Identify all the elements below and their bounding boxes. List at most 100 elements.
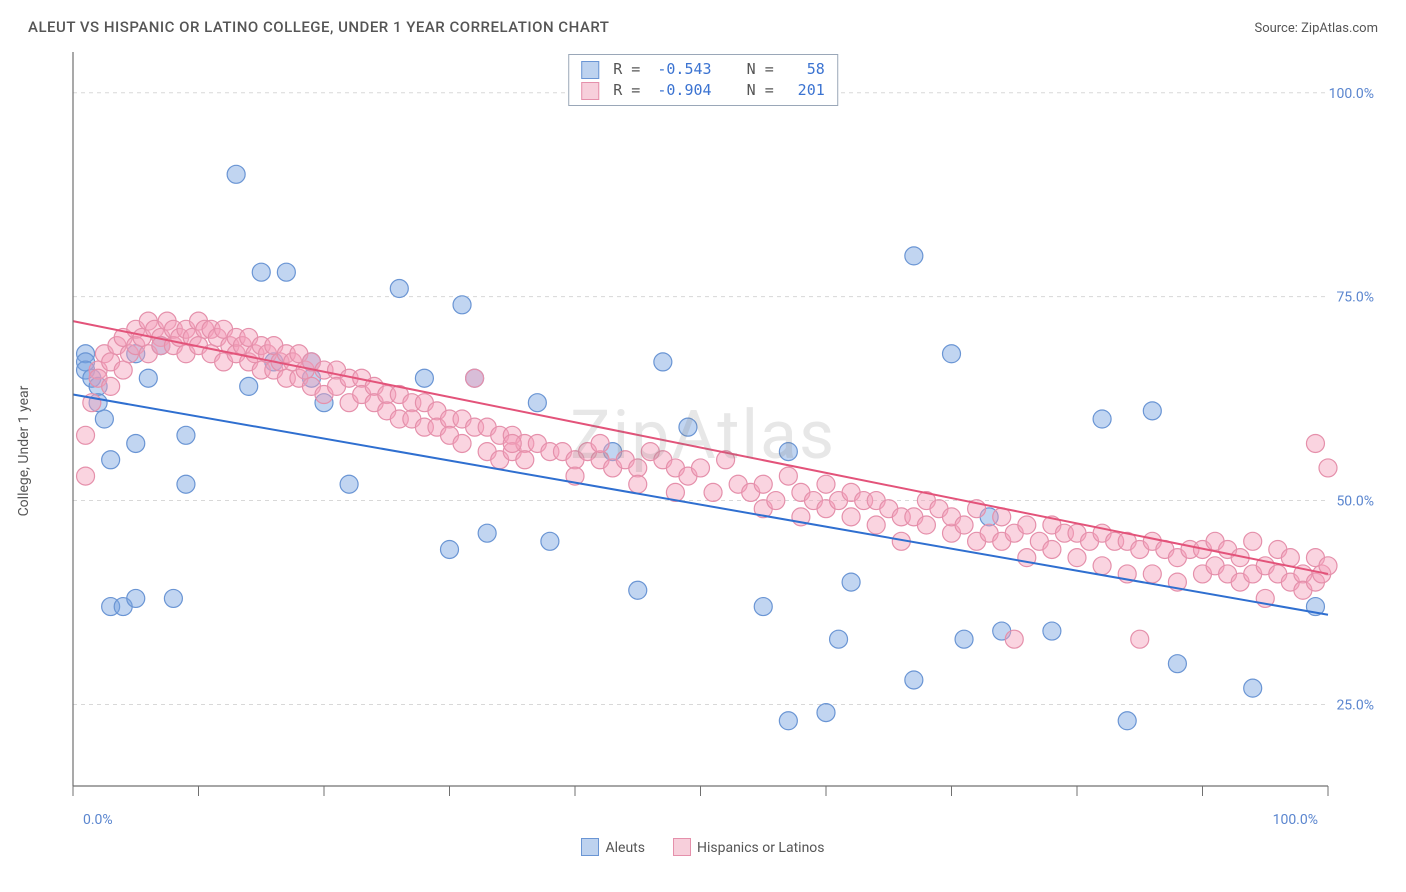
aleuts-point (478, 524, 496, 542)
aleuts-point (415, 369, 433, 387)
aleuts-n-value: 58 (791, 59, 825, 80)
aleuts-point (817, 704, 835, 722)
hispanics-point (629, 475, 647, 493)
n-label: N = (720, 80, 783, 101)
aleuts-point (905, 671, 923, 689)
hispanics-point (453, 434, 471, 452)
hispanics-point (917, 516, 935, 534)
hispanics-point (516, 451, 534, 469)
series-legend: Aleuts Hispanics or Latinos (28, 838, 1378, 856)
hispanics-point (704, 483, 722, 501)
aleuts-point (528, 394, 546, 412)
hispanics-point (114, 361, 132, 379)
hispanics-point (1068, 549, 1086, 567)
aleuts-point (277, 263, 295, 281)
chart-container: ALEUT VS HISPANIC OR LATINO COLLEGE, UND… (0, 0, 1406, 892)
aleuts-point (390, 280, 408, 298)
aleuts-point (830, 630, 848, 648)
aleuts-point (1118, 712, 1136, 730)
hispanics-point (1306, 434, 1324, 452)
y-grid-label: 50.0% (1336, 494, 1374, 510)
aleuts-point (240, 377, 258, 395)
aleuts-point (754, 598, 772, 616)
aleuts-swatch (581, 61, 599, 79)
source-prefix: Source: (1254, 21, 1301, 36)
aleuts-point (1043, 622, 1061, 640)
hispanics-swatch (581, 82, 599, 100)
hispanics-point (1005, 630, 1023, 648)
aleuts-point (1168, 655, 1186, 673)
hispanics-point (993, 508, 1011, 526)
aleuts-point (943, 345, 961, 363)
aleuts-point (127, 434, 145, 452)
aleuts-point (177, 426, 195, 444)
x-tick-label: 100.0% (1273, 812, 1318, 828)
aleuts-point (654, 353, 672, 371)
r-label: R = (613, 80, 649, 101)
aleuts-r-value: -0.543 (657, 59, 711, 80)
hispanics-point (867, 516, 885, 534)
aleuts-point (95, 410, 113, 428)
chart-area: College, Under 1 year ZipAtlas 25.0%50.0… (28, 46, 1378, 856)
hispanics-point (102, 377, 120, 395)
hispanics-point (842, 508, 860, 526)
y-grid-label: 25.0% (1336, 697, 1374, 713)
hispanics-point (767, 492, 785, 510)
header: ALEUT VS HISPANIC OR LATINO COLLEGE, UND… (28, 18, 1378, 36)
aleuts-point (139, 369, 157, 387)
aleuts-point (629, 581, 647, 599)
hispanics-point (692, 459, 710, 477)
hispanics-point (591, 434, 609, 452)
hispanics-point (779, 467, 797, 485)
hispanics-legend-label: Hispanics or Latinos (697, 840, 825, 856)
aleuts-trendline (73, 395, 1328, 615)
y-grid-label: 100.0% (1329, 86, 1374, 102)
hispanics-point (955, 516, 973, 534)
aleuts-point (227, 165, 245, 183)
aleuts-point (177, 475, 195, 493)
r-label: R = (613, 59, 649, 80)
hispanics-point (1244, 532, 1262, 550)
hispanics-point (1143, 565, 1161, 583)
chart-title: ALEUT VS HISPANIC OR LATINO COLLEGE, UND… (28, 18, 609, 36)
hispanics-point (77, 467, 95, 485)
hispanics-point (1093, 557, 1111, 575)
y-axis-label: College, Under 1 year (16, 386, 32, 517)
aleuts-point (842, 573, 860, 591)
hispanics-point (629, 459, 647, 477)
aleuts-point (779, 443, 797, 461)
hispanics-point (817, 475, 835, 493)
hispanics-point (1131, 630, 1149, 648)
hispanics-trendline (73, 321, 1328, 574)
aleuts-point (102, 451, 120, 469)
correlation-legend: R = -0.543 N = 58R = -0.904 N = 201 (568, 54, 838, 106)
source-name: ZipAtlas.com (1301, 21, 1378, 36)
n-label: N = (720, 59, 783, 80)
aleuts-legend-swatch (581, 838, 599, 856)
corr-row-hispanics: R = -0.904 N = 201 (581, 80, 825, 101)
aleuts-point (252, 263, 270, 281)
hispanics-point (1043, 540, 1061, 558)
aleuts-point (955, 630, 973, 648)
aleuts-point (340, 475, 358, 493)
aleuts-point (1244, 679, 1262, 697)
x-tick-label: 0.0% (83, 812, 113, 828)
aleuts-point (127, 589, 145, 607)
y-grid-label: 75.0% (1336, 290, 1374, 306)
aleuts-point (779, 712, 797, 730)
hispanics-point (466, 369, 484, 387)
aleuts-point (164, 589, 182, 607)
corr-row-aleuts: R = -0.543 N = 58 (581, 59, 825, 80)
aleuts-point (541, 532, 559, 550)
hispanics-point (1281, 549, 1299, 567)
source-attribution: Source: ZipAtlas.com (1254, 21, 1378, 36)
aleuts-point (1143, 402, 1161, 420)
hispanics-point (754, 475, 772, 493)
aleuts-point (1093, 410, 1111, 428)
scatter-plot: 25.0% 50.0% 75.0% 100.0% 0.0% 100.0% (28, 46, 1378, 856)
hispanics-point (503, 434, 521, 452)
aleuts-point (453, 296, 471, 314)
aleuts-point (679, 418, 697, 436)
aleuts-legend-label: Aleuts (605, 840, 644, 856)
hispanics-r-value: -0.904 (657, 80, 711, 101)
